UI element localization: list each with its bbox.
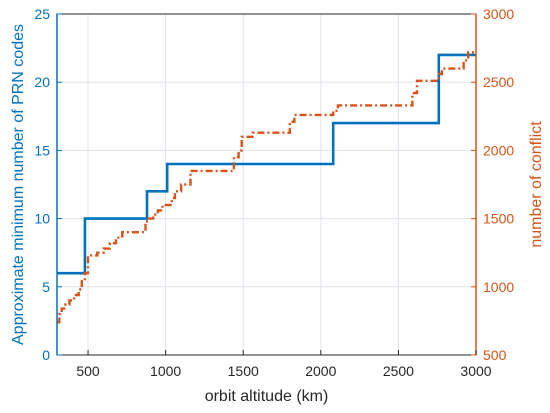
left-tick-label: 5 — [42, 279, 50, 295]
right-tick-label: 3000 — [483, 6, 514, 22]
series-line-1 — [57, 53, 476, 275]
x-tick-label: 2000 — [305, 363, 336, 379]
left-tick-label: 25 — [34, 6, 50, 22]
right-tick-label: 2000 — [483, 142, 514, 158]
plot-frame — [56, 13, 477, 356]
right-tick-label: 500 — [483, 347, 507, 363]
x-tick-label: 1500 — [228, 363, 259, 379]
x-tick-label: 1000 — [150, 363, 181, 379]
left-tick-label: 0 — [42, 347, 50, 363]
x-tick-label: 2500 — [383, 363, 414, 379]
right-tick-label: 1500 — [483, 211, 514, 227]
x-tick-label: 3000 — [460, 363, 491, 379]
right-tick-label: 2500 — [483, 74, 514, 90]
x-tick-label: 500 — [76, 363, 100, 379]
left-y-axis: 0 5 10 15 20 25 — [34, 6, 62, 363]
series-layer — [57, 51, 476, 324]
grid — [57, 14, 476, 355]
left-y-axis-label: Approximate minimum number of PRN codes — [10, 24, 27, 345]
left-tick-label: 15 — [34, 142, 50, 158]
right-tick-label: 1000 — [483, 279, 514, 295]
right-y-axis-label: number of conflict — [528, 121, 545, 248]
x-axis: 500 1000 1500 2000 2500 3000 — [76, 350, 492, 379]
left-tick-label: 10 — [34, 211, 50, 227]
right-y-axis: 500 1000 1500 2000 2500 3000 — [471, 6, 514, 363]
x-axis-label: orbit altitude (km) — [205, 388, 329, 405]
series-line-2 — [57, 51, 476, 324]
left-tick-label: 20 — [34, 74, 50, 90]
